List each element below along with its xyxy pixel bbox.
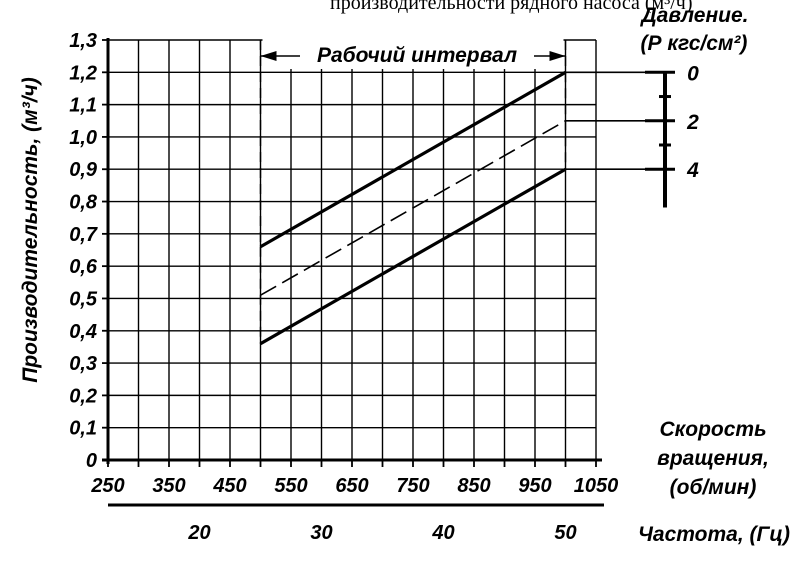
- y-tick-label: 0,1: [69, 418, 97, 440]
- frequency-tick-label: 50: [554, 522, 576, 544]
- y-tick-labels: 0 0,1 0,2 0,3 0,4 0,5 0,6 0,7 0,8 0,9 1,0 1,1 1,2 1,3: [69, 30, 98, 472]
- x-tick-labels: 250 350 450 550 650 750 850 950 1050: [90, 475, 618, 497]
- pressure-tick-label: 2: [686, 111, 699, 134]
- pressure-4-line: [259, 167, 567, 346]
- interval-text-bg: [300, 39, 534, 67]
- frequency-tick-label: 30: [310, 522, 332, 544]
- series-lines: [259, 70, 567, 346]
- top-clipped-caption: производительности рядного насоса (м³/ч): [330, 0, 692, 14]
- frequency-tick-label: 40: [431, 522, 454, 544]
- x-axis-title-line-3: (об/мин): [670, 476, 757, 499]
- x-tick-label: 250: [90, 475, 124, 497]
- axes: [102, 38, 604, 507]
- y-tick-label: 0,5: [69, 288, 98, 310]
- frequency-axis-title: Частота, (Гц): [638, 523, 790, 546]
- y-axis-title: Производительность, (м³/ч): [19, 77, 42, 383]
- frequency-tick-label: 20: [187, 522, 210, 544]
- pressure-title-line-1: Давление.: [639, 4, 748, 27]
- x-tick-label: 550: [274, 475, 307, 497]
- interval-arrow-right: [549, 51, 566, 61]
- x-tick-label: 350: [152, 475, 185, 497]
- y-tick-label: 0,6: [69, 256, 98, 278]
- x-tick-label: 1050: [574, 475, 619, 497]
- x-tick-label: 750: [396, 475, 429, 497]
- pressure-0-line: [259, 70, 567, 249]
- x-tick-label: 850: [457, 475, 490, 497]
- y-tick-label: 1,3: [69, 30, 97, 52]
- x-axis-title-line-2: вращения,: [657, 447, 769, 470]
- y-tick-label: 0,3: [69, 353, 97, 375]
- y-tick-label: 0,4: [69, 321, 97, 343]
- interval-arrow-left: [260, 51, 277, 61]
- y-tick-label: 0: [86, 450, 97, 472]
- y-tick-label: 1,2: [69, 62, 97, 84]
- interval-label: Рабочий интервал: [317, 44, 517, 67]
- x-axis-title-line-1: Скорость: [659, 418, 766, 441]
- y-tick-label: 1,0: [69, 127, 97, 149]
- working-interval: Рабочий интервал: [259, 39, 567, 344]
- x-tick-label: 450: [212, 475, 246, 497]
- y-tick-label: 0,2: [69, 385, 97, 407]
- x-tick-label: 650: [335, 475, 368, 497]
- grid: [107, 39, 597, 461]
- frequency-tick-labels: 20 30 40 50: [187, 522, 576, 544]
- y-tick-label: 0,7: [69, 224, 98, 246]
- pressure-scale: 0 2 4: [565, 62, 699, 208]
- y-tick-label: 0,8: [69, 192, 98, 214]
- pressure-tick-label: 4: [686, 159, 699, 182]
- pressure-title-line-2: (Р кгс/см²): [641, 32, 748, 55]
- x-tick-label: 950: [518, 475, 551, 497]
- y-tick-label: 0,9: [69, 159, 98, 181]
- pressure-2-line: [260, 120, 566, 296]
- pressure-tick-label: 0: [687, 62, 699, 85]
- y-tick-label: 1,1: [69, 95, 97, 117]
